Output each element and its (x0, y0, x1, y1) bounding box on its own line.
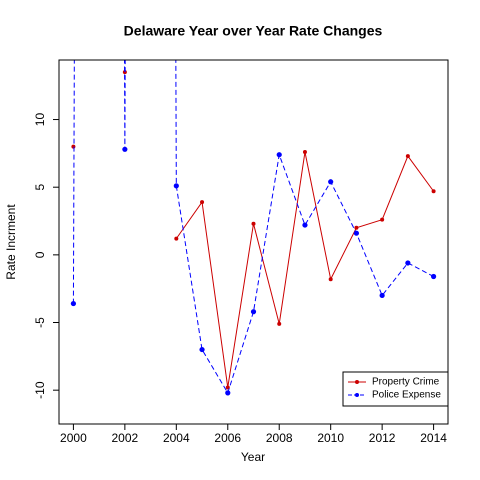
series-point (354, 225, 359, 230)
series-point (328, 277, 333, 282)
y-tick-label: 5 (33, 184, 47, 191)
x-tick-label: 2002 (112, 431, 139, 445)
chart-title: Delaware Year over Year Rate Changes (124, 23, 383, 39)
series-point (380, 217, 385, 222)
series-point (353, 230, 360, 236)
series-point (405, 154, 410, 159)
series-point (173, 183, 179, 189)
series-point (251, 221, 256, 226)
x-tick-label: 2004 (163, 431, 190, 445)
series-point (200, 200, 205, 205)
series-point (277, 321, 282, 326)
series-point (430, 273, 437, 280)
series-point (225, 390, 231, 396)
y-tick-label: 10 (33, 113, 47, 127)
series-point (70, 300, 77, 307)
series-point (405, 260, 411, 266)
y-tick-label: 0 (33, 251, 47, 258)
legend-swatch-point (355, 393, 359, 397)
series-point (302, 150, 307, 155)
series-point (302, 222, 308, 228)
series-point (328, 179, 334, 185)
x-tick-label: 2006 (214, 431, 241, 445)
x-tick-label: 2014 (420, 431, 447, 445)
x-tick-label: 2008 (266, 431, 293, 445)
series-point (250, 309, 257, 315)
series-point (199, 346, 205, 353)
x-tick-label: 2010 (317, 431, 344, 445)
plot-area (70, 60, 437, 396)
series-point (122, 146, 128, 152)
y-tick-label: -10 (33, 381, 47, 399)
series-point (174, 236, 179, 241)
series-point (122, 70, 127, 75)
series-line (72, 60, 434, 395)
series-point (276, 152, 282, 158)
x-axis-label: Year (241, 450, 265, 464)
x-tick-label: 2000 (60, 431, 87, 445)
legend-box (342, 371, 449, 407)
y-axis-label: Rate Incrment (4, 204, 18, 280)
legend-label: Police Expense (372, 390, 441, 401)
x-tick-label: 2012 (369, 431, 396, 445)
legend-label: Property Crime (372, 377, 440, 388)
y-tick-label: -5 (33, 317, 47, 328)
series-point (71, 144, 76, 149)
series-point (431, 189, 436, 194)
series-point (379, 292, 385, 299)
legend-swatch-point (355, 380, 359, 384)
